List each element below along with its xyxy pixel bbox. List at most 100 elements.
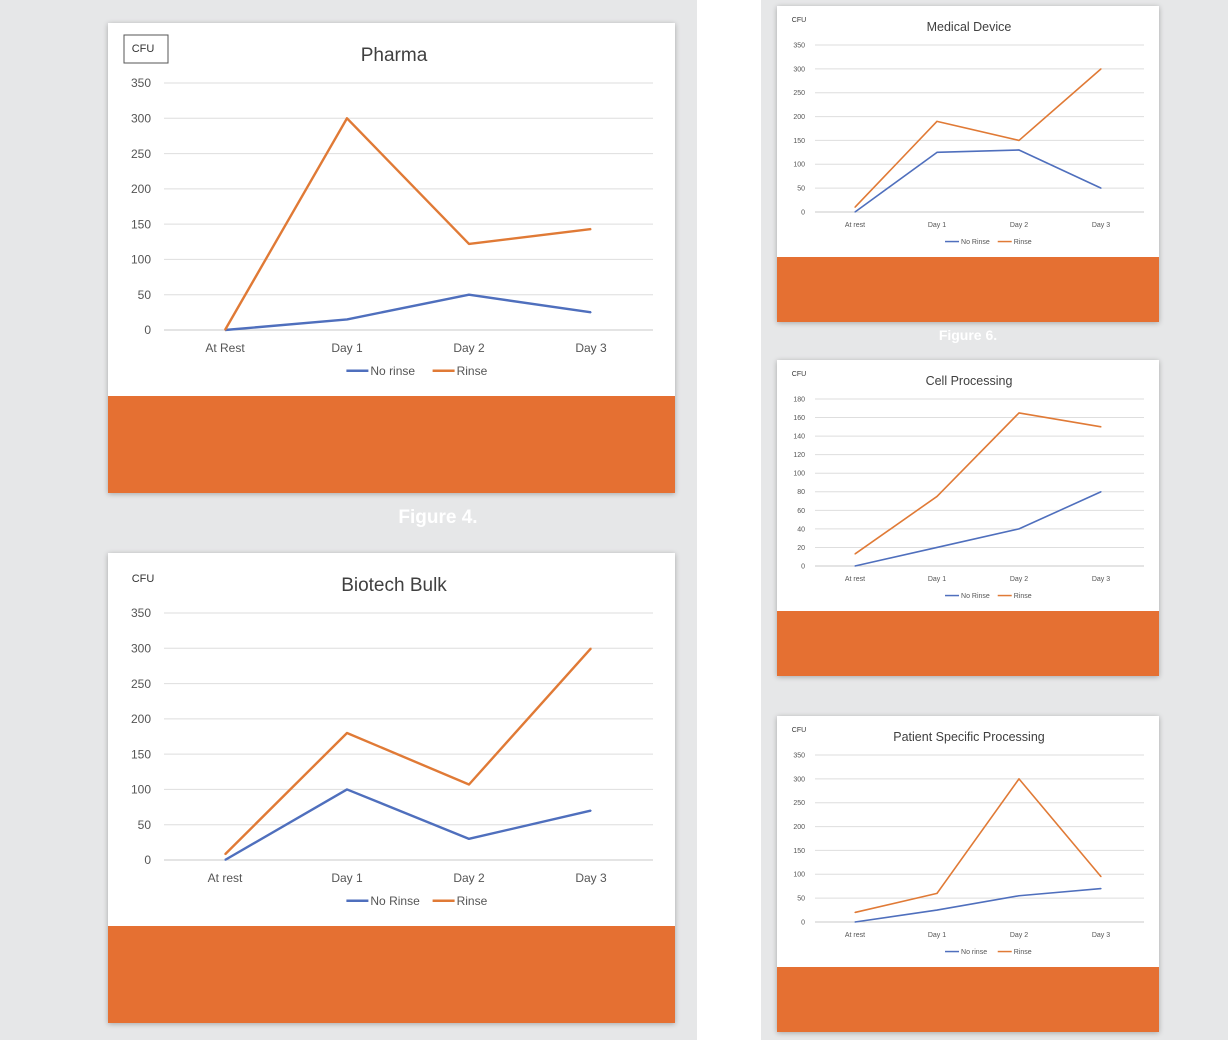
series-line — [224, 647, 592, 856]
y-tick-label: 200 — [793, 824, 805, 831]
data-point — [468, 243, 470, 245]
data-point — [590, 647, 592, 649]
legend: No Rinse Rinse — [945, 593, 1032, 600]
data-point — [1100, 426, 1102, 428]
chart-svg: 0 50 100 150 200 250 300 350 At rest Day 1 Day 2 Da… — [131, 573, 653, 908]
data-point — [224, 859, 226, 861]
data-point — [854, 565, 856, 567]
chart-svg: 0 50 100 150 200 250 300 350 At rest Day 1 Day 2 Da… — [792, 727, 1144, 956]
chart-svg: 0 20 40 60 80 100 120 140 160 180 At rest Day 1 Day … — [792, 371, 1144, 600]
legend-label: Rinse — [457, 894, 488, 908]
data-point — [346, 788, 348, 791]
x-tick-label: Day 2 — [1010, 222, 1028, 229]
data-point — [854, 553, 856, 555]
legend-label: No rinse — [961, 949, 987, 956]
data-point — [1100, 187, 1102, 189]
data-point — [1018, 778, 1020, 780]
orange-footer-band — [777, 967, 1159, 1032]
x-tick-label: Day 2 — [453, 341, 485, 355]
series-line — [224, 788, 592, 862]
data-point — [854, 206, 856, 208]
series-line — [854, 887, 1102, 923]
y-tick-label: 300 — [131, 111, 151, 125]
data-point — [590, 228, 592, 230]
y-tick-label: 250 — [131, 147, 151, 161]
legend-label: Rinse — [1014, 593, 1032, 600]
legend-label: No rinse — [370, 364, 415, 378]
data-point — [1100, 888, 1102, 890]
y-tick-label: 300 — [793, 66, 805, 73]
x-tick-label: Day 1 — [928, 576, 946, 583]
chart-card-medical-device: 0 50 100 150 200 250 300 350 At rest Day 1 Day 2 Da… — [777, 6, 1159, 322]
y-tick-label: 350 — [793, 42, 805, 49]
data-point — [468, 838, 470, 840]
x-tick-label: Day 3 — [1092, 932, 1110, 939]
legend: No rinse Rinse — [945, 949, 1032, 956]
data-point — [854, 921, 856, 923]
data-point — [936, 151, 938, 153]
legend-label: No Rinse — [961, 593, 990, 600]
data-point — [936, 546, 938, 549]
y-axis-label: CFU — [132, 573, 155, 585]
y-tick-label: 100 — [131, 783, 151, 797]
legend-label: Rinse — [457, 364, 488, 378]
data-point — [346, 318, 348, 321]
orange-footer-band — [108, 926, 675, 1023]
data-point — [1018, 895, 1020, 897]
legend-label: Rinse — [1014, 239, 1032, 246]
y-tick-label: 0 — [801, 919, 805, 926]
legend-label: Rinse — [1014, 949, 1032, 956]
y-tick-label: 0 — [144, 853, 151, 867]
x-tick-label: Day 3 — [575, 871, 607, 885]
y-tick-label: 300 — [131, 641, 151, 655]
y-tick-label: 0 — [144, 323, 151, 337]
series-line — [223, 117, 592, 331]
data-point — [1018, 412, 1020, 414]
chart-title: Medical Device — [927, 20, 1012, 34]
x-tick-label: Day 3 — [1092, 222, 1110, 229]
data-point — [1018, 149, 1020, 151]
data-point — [1018, 139, 1020, 142]
y-tick-label: 250 — [793, 800, 805, 807]
y-tick-label: 160 — [793, 415, 805, 422]
x-tick-label: Day 2 — [1010, 576, 1028, 583]
y-tick-label: 100 — [131, 253, 151, 267]
orange-footer-band — [777, 611, 1159, 676]
data-point — [1018, 528, 1020, 530]
legend-label: No Rinse — [961, 239, 990, 246]
data-point — [468, 783, 470, 786]
legend-label: No Rinse — [370, 894, 420, 908]
y-tick-label: 150 — [131, 217, 151, 231]
y-tick-label: 120 — [793, 452, 805, 459]
series-line — [854, 149, 1102, 213]
y-tick-label: 40 — [797, 526, 805, 533]
chart-card-pharma: 0 50 100 150 200 250 300 350 At Rest Day 1 Day 2 Da… — [108, 23, 675, 493]
data-point — [936, 892, 938, 894]
series-line — [224, 293, 592, 332]
y-tick-label: 100 — [793, 872, 805, 879]
y-tick-label: 150 — [793, 138, 805, 145]
y-tick-label: 200 — [793, 114, 805, 121]
data-point — [346, 117, 348, 119]
chart-title: Pharma — [361, 45, 428, 66]
x-tick-label: At rest — [845, 222, 865, 229]
chart-title: Biotech Bulk — [341, 575, 447, 596]
x-tick-label: Day 1 — [331, 871, 363, 885]
data-point — [1100, 876, 1102, 878]
chart-svg: 0 50 100 150 200 250 300 350 At rest Day 1 Day 2 Da… — [792, 17, 1144, 246]
y-axis-label: CFU — [792, 727, 806, 734]
y-tick-label: 350 — [131, 606, 151, 620]
chart-card-biotech-bulk: 0 50 100 150 200 250 300 350 At rest Day 1 Day 2 Da… — [108, 553, 675, 1023]
x-tick-label: Day 1 — [331, 341, 363, 355]
x-tick-label: At rest — [845, 576, 865, 583]
y-tick-label: 350 — [793, 752, 805, 759]
x-tick-label: At rest — [208, 871, 243, 885]
chart-title: Patient Specific Processing — [893, 730, 1045, 744]
y-tick-label: 50 — [797, 896, 805, 903]
figure-caption-left: Figure 4. — [398, 507, 478, 528]
chart-title: Cell Processing — [926, 374, 1013, 388]
series-line — [854, 412, 1102, 555]
y-axis-label-box — [123, 34, 169, 64]
y-tick-label: 250 — [131, 677, 151, 691]
y-axis-label: CFU — [792, 17, 806, 24]
